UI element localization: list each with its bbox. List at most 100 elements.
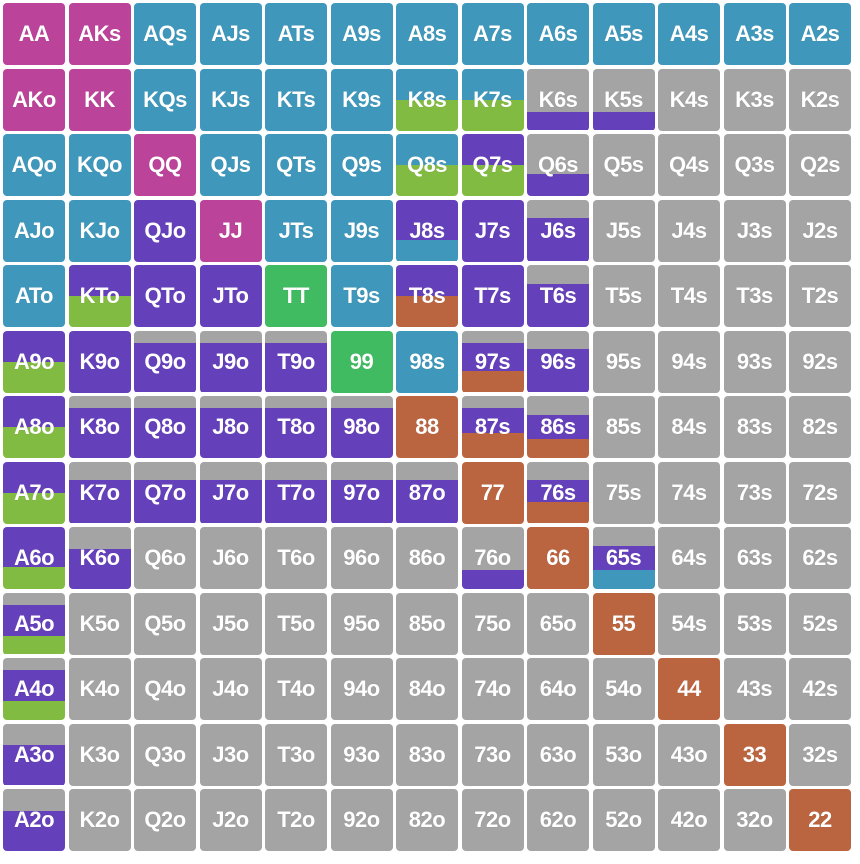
hand-cell-kjo[interactable]: KJo <box>68 199 131 262</box>
hand-cell-j3s[interactable]: J3s <box>723 199 786 262</box>
hand-cell-54s[interactable]: 54s <box>658 592 720 655</box>
hand-cell-t5s[interactable]: T5s <box>592 265 655 327</box>
hand-cell-a4o[interactable]: A4o <box>3 658 65 720</box>
hand-cell-74s[interactable]: 74s <box>658 461 720 524</box>
hand-cell-92s[interactable]: 92s <box>789 330 851 393</box>
hand-cell-t4o[interactable]: T4o <box>265 658 327 720</box>
hand-cell-65o[interactable]: 65o <box>527 592 589 655</box>
hand-cell-a6s[interactable]: A6s <box>527 3 589 65</box>
hand-cell-qto[interactable]: QTo <box>134 265 196 327</box>
hand-cell-96o[interactable]: 96o <box>330 527 393 589</box>
hand-cell-84o[interactable]: 84o <box>396 658 458 720</box>
hand-cell-j4o[interactable]: J4o <box>199 658 262 720</box>
hand-cell-q2o[interactable]: Q2o <box>134 789 196 851</box>
hand-cell-95s[interactable]: 95s <box>592 330 655 393</box>
hand-cell-j6o[interactable]: J6o <box>199 527 262 589</box>
hand-cell-t4s[interactable]: T4s <box>658 265 720 327</box>
hand-cell-q6s[interactable]: Q6s <box>527 134 589 196</box>
hand-cell-42s[interactable]: 42s <box>789 658 851 720</box>
hand-cell-k5o[interactable]: K5o <box>68 592 131 655</box>
hand-cell-k6s[interactable]: K6s <box>527 68 589 131</box>
hand-cell-97s[interactable]: 97s <box>461 330 524 393</box>
hand-cell-92o[interactable]: 92o <box>330 789 393 851</box>
hand-cell-74o[interactable]: 74o <box>461 658 524 720</box>
hand-cell-j5s[interactable]: J5s <box>592 199 655 262</box>
hand-cell-k2o[interactable]: K2o <box>68 789 131 851</box>
hand-cell-85o[interactable]: 85o <box>396 592 458 655</box>
hand-cell-k4s[interactable]: K4s <box>658 68 720 131</box>
hand-cell-82s[interactable]: 82s <box>789 396 851 458</box>
hand-cell-a5s[interactable]: A5s <box>592 3 655 65</box>
hand-cell-k4o[interactable]: K4o <box>68 658 131 720</box>
hand-cell-q4o[interactable]: Q4o <box>134 658 196 720</box>
hand-cell-64o[interactable]: 64o <box>527 658 589 720</box>
hand-cell-jts[interactable]: JTs <box>265 199 327 262</box>
hand-cell-75o[interactable]: 75o <box>461 592 524 655</box>
hand-cell-jto[interactable]: JTo <box>199 265 262 327</box>
hand-cell-k8o[interactable]: K8o <box>68 396 131 458</box>
hand-cell-kto[interactable]: KTo <box>68 265 131 327</box>
hand-cell-83o[interactable]: 83o <box>396 723 458 786</box>
hand-cell-k6o[interactable]: K6o <box>68 527 131 589</box>
hand-cell-ato[interactable]: ATo <box>3 265 65 327</box>
hand-cell-a9o[interactable]: A9o <box>3 330 65 393</box>
hand-cell-43s[interactable]: 43s <box>723 658 786 720</box>
hand-cell-ako[interactable]: AKo <box>3 68 65 131</box>
hand-cell-k3s[interactable]: K3s <box>723 68 786 131</box>
hand-cell-j6s[interactable]: J6s <box>527 199 589 262</box>
hand-cell-j4s[interactable]: J4s <box>658 199 720 262</box>
hand-cell-65s[interactable]: 65s <box>592 527 655 589</box>
hand-cell-t9s[interactable]: T9s <box>330 265 393 327</box>
hand-cell-a2s[interactable]: A2s <box>789 3 851 65</box>
hand-cell-63o[interactable]: 63o <box>527 723 589 786</box>
hand-cell-j9s[interactable]: J9s <box>330 199 393 262</box>
hand-cell-32o[interactable]: 32o <box>723 789 786 851</box>
hand-cell-t7o[interactable]: T7o <box>265 461 327 524</box>
hand-cell-75s[interactable]: 75s <box>592 461 655 524</box>
hand-cell-93s[interactable]: 93s <box>723 330 786 393</box>
hand-cell-62s[interactable]: 62s <box>789 527 851 589</box>
hand-cell-43o[interactable]: 43o <box>658 723 720 786</box>
hand-cell-k5s[interactable]: K5s <box>592 68 655 131</box>
hand-cell-a8s[interactable]: A8s <box>396 3 458 65</box>
hand-cell-a7o[interactable]: A7o <box>3 461 65 524</box>
hand-cell-44[interactable]: 44 <box>658 658 720 720</box>
hand-cell-kk[interactable]: KK <box>68 68 131 131</box>
hand-cell-jj[interactable]: JJ <box>199 199 262 262</box>
hand-cell-a7s[interactable]: A7s <box>461 3 524 65</box>
hand-cell-t2o[interactable]: T2o <box>265 789 327 851</box>
hand-cell-a6o[interactable]: A6o <box>3 527 65 589</box>
hand-cell-86s[interactable]: 86s <box>527 396 589 458</box>
hand-cell-k8s[interactable]: K8s <box>396 68 458 131</box>
hand-cell-72s[interactable]: 72s <box>789 461 851 524</box>
hand-cell-84s[interactable]: 84s <box>658 396 720 458</box>
hand-cell-98s[interactable]: 98s <box>396 330 458 393</box>
hand-cell-q8o[interactable]: Q8o <box>134 396 196 458</box>
hand-cell-j3o[interactable]: J3o <box>199 723 262 786</box>
hand-cell-52s[interactable]: 52s <box>789 592 851 655</box>
hand-cell-87o[interactable]: 87o <box>396 461 458 524</box>
hand-cell-82o[interactable]: 82o <box>396 789 458 851</box>
hand-cell-k3o[interactable]: K3o <box>68 723 131 786</box>
hand-cell-q4s[interactable]: Q4s <box>658 134 720 196</box>
hand-cell-95o[interactable]: 95o <box>330 592 393 655</box>
hand-cell-qjo[interactable]: QJo <box>134 199 196 262</box>
hand-cell-53s[interactable]: 53s <box>723 592 786 655</box>
hand-cell-j9o[interactable]: J9o <box>199 330 262 393</box>
hand-cell-52o[interactable]: 52o <box>592 789 655 851</box>
hand-cell-q7o[interactable]: Q7o <box>134 461 196 524</box>
hand-cell-94o[interactable]: 94o <box>330 658 393 720</box>
hand-cell-97o[interactable]: 97o <box>330 461 393 524</box>
hand-cell-qq[interactable]: QQ <box>134 134 196 196</box>
hand-cell-a3o[interactable]: A3o <box>3 723 65 786</box>
hand-cell-t6s[interactable]: T6s <box>527 265 589 327</box>
hand-cell-54o[interactable]: 54o <box>592 658 655 720</box>
hand-cell-q2s[interactable]: Q2s <box>789 134 851 196</box>
hand-cell-kjs[interactable]: KJs <box>199 68 262 131</box>
hand-cell-a2o[interactable]: A2o <box>3 789 65 851</box>
hand-cell-83s[interactable]: 83s <box>723 396 786 458</box>
hand-cell-76o[interactable]: 76o <box>461 527 524 589</box>
hand-cell-a9s[interactable]: A9s <box>330 3 393 65</box>
hand-cell-66[interactable]: 66 <box>527 527 589 589</box>
hand-cell-94s[interactable]: 94s <box>658 330 720 393</box>
